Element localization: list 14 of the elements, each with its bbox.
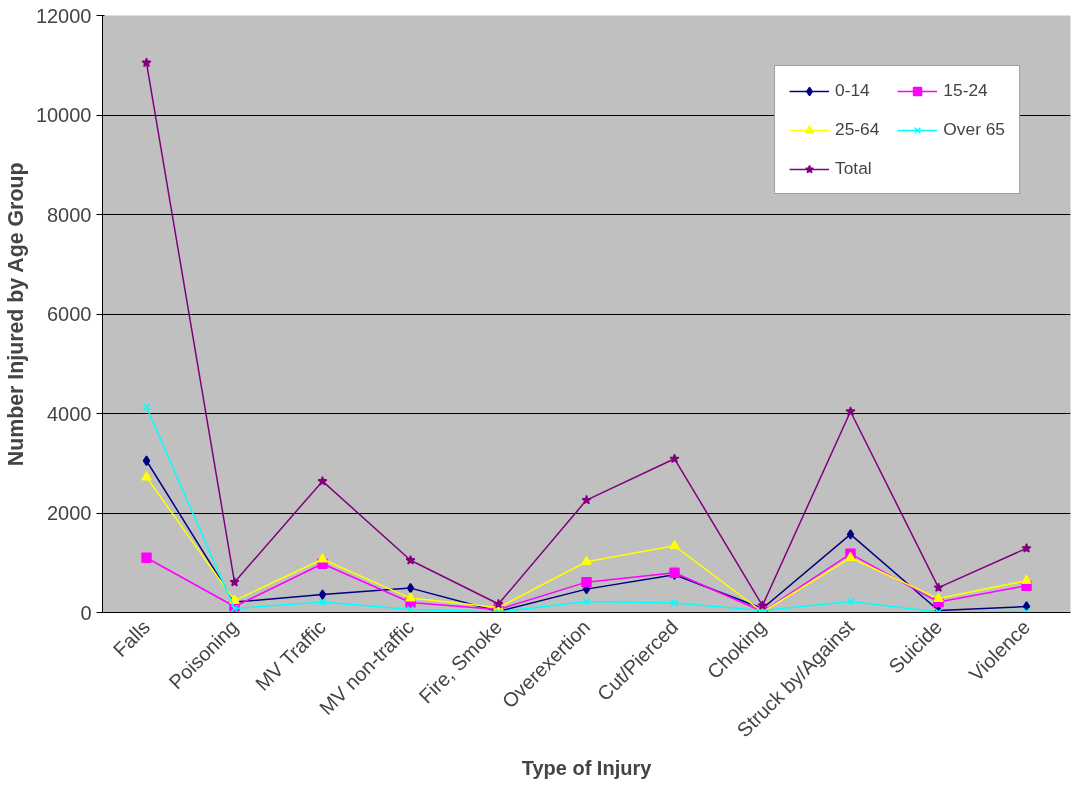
- y-tick-label: 0: [80, 601, 92, 624]
- x-axis-title: Type of Injury: [521, 757, 653, 780]
- legend-label: 25-64: [835, 119, 880, 140]
- y-tick-label: 12000: [35, 4, 92, 27]
- y-tick-label: 10000: [35, 104, 92, 126]
- y-tick-label: 8000: [47, 203, 92, 226]
- y-tick-label: 2000: [47, 502, 92, 524]
- y-axis-title: Number Injured by Age Group: [3, 162, 28, 467]
- legend-label: 0-14: [835, 80, 870, 101]
- legend-label: Total: [835, 158, 872, 179]
- legend-label: Over 65: [943, 119, 1005, 140]
- legend-label: 15-24: [943, 80, 988, 101]
- y-tick-label: 4000: [47, 402, 92, 425]
- y-tick-label: 6000: [47, 303, 92, 325]
